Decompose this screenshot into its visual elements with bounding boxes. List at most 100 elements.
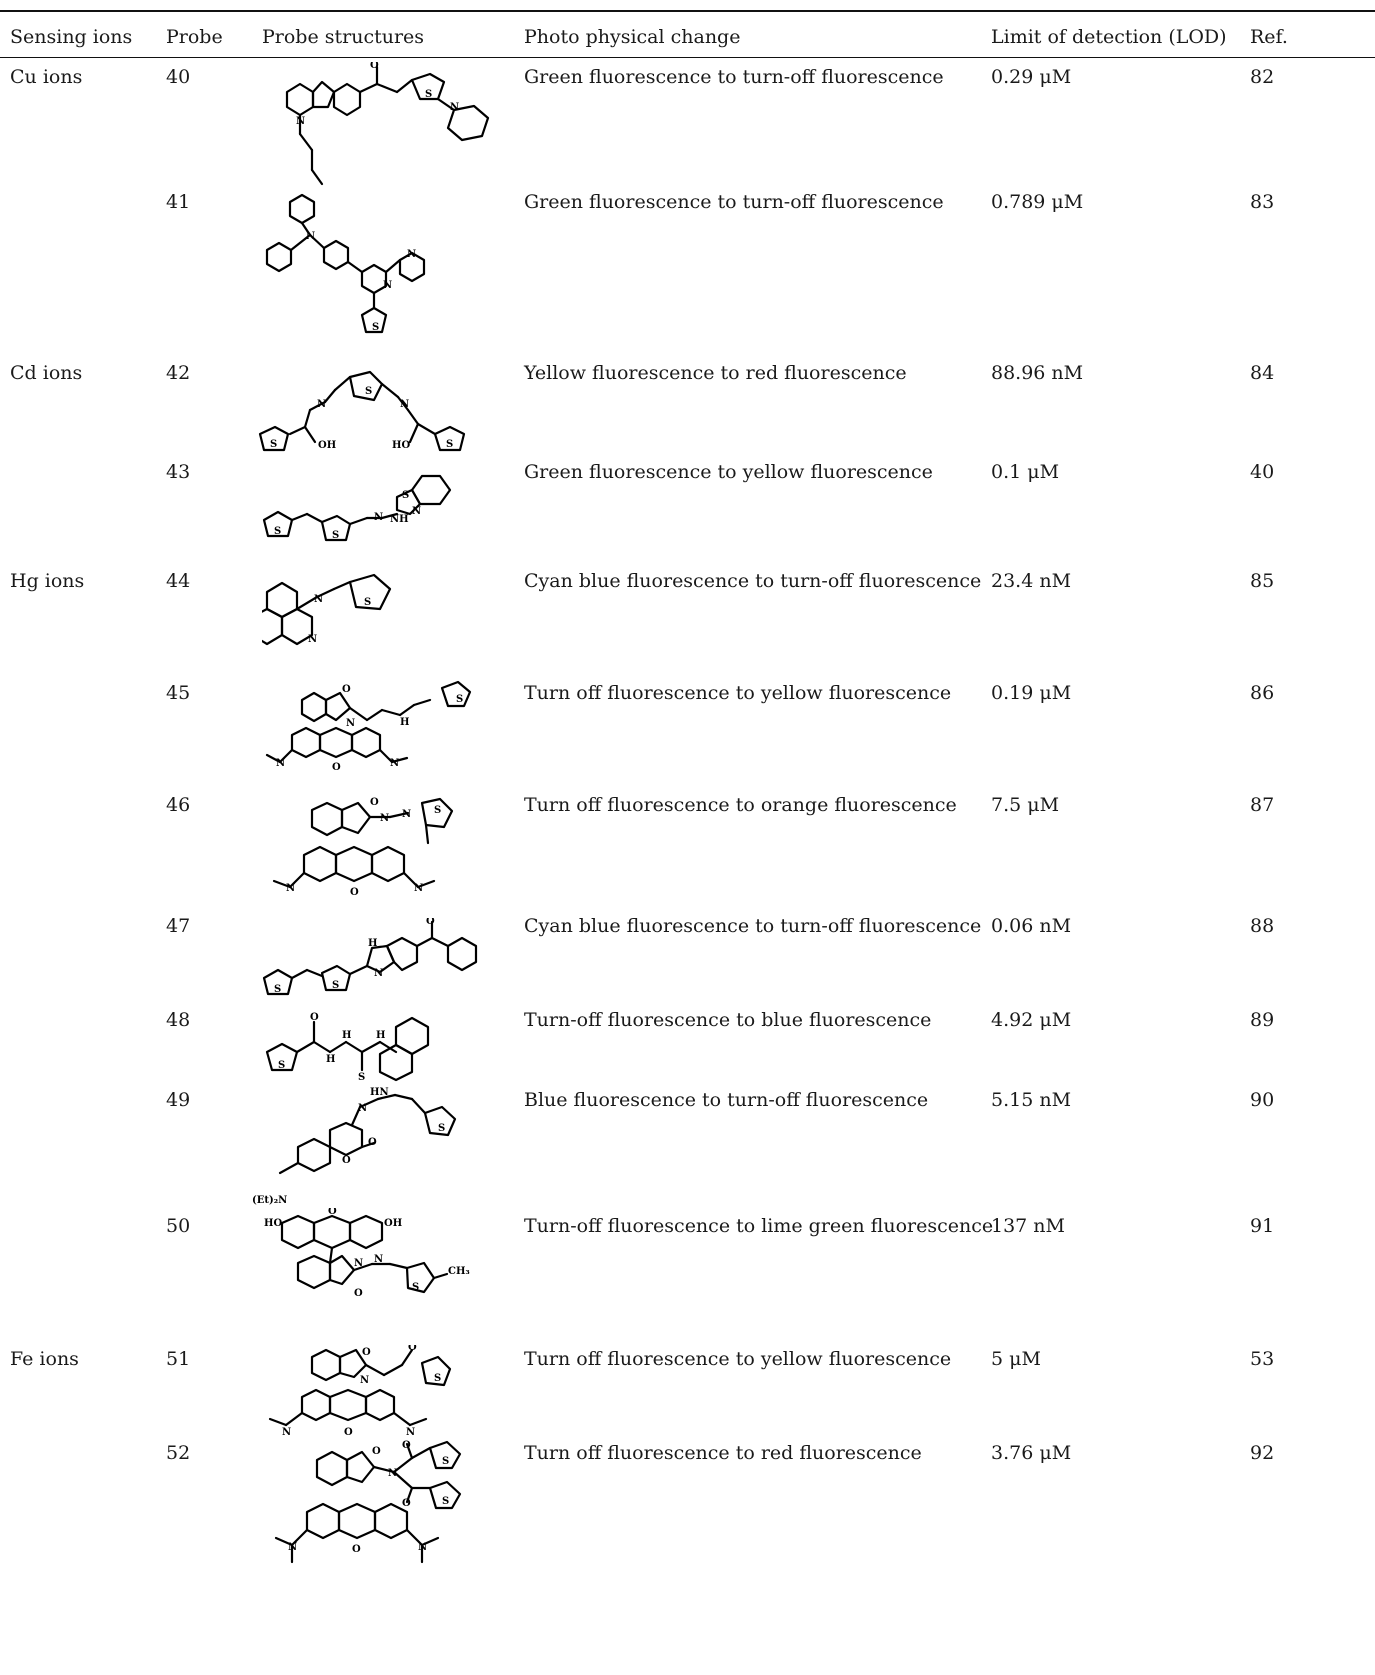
svg-text:H: H xyxy=(368,938,377,949)
svg-text:N: N xyxy=(406,1427,415,1438)
svg-text:N: N xyxy=(314,594,323,605)
row-40-ref: 82 xyxy=(1250,66,1275,88)
header-sensing-ions: Sensing ions xyxy=(10,26,133,48)
row-42-lod: 88.96 nM xyxy=(991,362,1084,384)
svg-text:H: H xyxy=(326,1054,335,1065)
svg-text:N: N xyxy=(276,758,285,769)
svg-text:N: N xyxy=(354,1258,363,1269)
row-41-lod: 0.789 μM xyxy=(991,191,1084,213)
svg-text:O: O xyxy=(352,1544,361,1555)
row-46-change: Turn off fluorescence to orange fluoresc… xyxy=(524,794,957,816)
svg-text:N: N xyxy=(286,883,295,894)
row-40-change: Green fluorescence to turn-off fluoresce… xyxy=(524,66,944,88)
svg-text:O: O xyxy=(402,1440,411,1451)
row-43-ref: 40 xyxy=(1250,461,1275,483)
svg-text:HO: HO xyxy=(392,440,410,451)
header-probe-structures: Probe structures xyxy=(262,26,425,48)
row-45-ref: 86 xyxy=(1250,682,1275,704)
row-41-ref: 83 xyxy=(1250,191,1275,213)
row-45-change: Turn off fluorescence to yellow fluoresc… xyxy=(524,682,952,704)
svg-text:N: N xyxy=(308,634,317,645)
svg-text:HN: HN xyxy=(370,1087,389,1098)
svg-text:O: O xyxy=(370,797,379,808)
svg-text:O: O xyxy=(368,1137,377,1148)
svg-text:S: S xyxy=(365,386,372,397)
row-49-change: Blue fluorescence to turn-off fluorescen… xyxy=(524,1089,929,1111)
header-ref: Ref. xyxy=(1250,26,1288,48)
svg-text:N: N xyxy=(360,1375,369,1386)
row-52-probe: 52 xyxy=(166,1442,191,1464)
svg-text:S: S xyxy=(372,322,379,333)
svg-text:S: S xyxy=(332,530,339,541)
structure-probe-42: S N N OH HO S S xyxy=(250,362,480,462)
svg-text:N: N xyxy=(388,1468,397,1479)
svg-text:S: S xyxy=(274,526,281,537)
row-42-ion: Cd ions xyxy=(10,362,83,384)
svg-text:S: S xyxy=(434,805,441,816)
row-49-lod: 5.15 nM xyxy=(991,1089,1072,1111)
svg-text:N: N xyxy=(380,813,389,824)
row-40-lod: 0.29 μM xyxy=(991,66,1072,88)
row-46-lod: 7.5 μM xyxy=(991,794,1060,816)
svg-text:O: O xyxy=(342,684,351,695)
svg-text:O: O xyxy=(344,1427,353,1438)
row-41-change: Green fluorescence to turn-off fluoresce… xyxy=(524,191,944,213)
row-50-lod: 137 nM xyxy=(991,1215,1065,1237)
structure-probe-51: O N O S O N N xyxy=(262,1345,482,1445)
svg-text:N: N xyxy=(418,1542,427,1553)
row-52-lod: 3.76 μM xyxy=(991,1442,1072,1464)
svg-text:N: N xyxy=(317,399,326,410)
row-43-change: Green fluorescence to yellow fluorescenc… xyxy=(524,461,933,483)
row-45-lod: 0.19 μM xyxy=(991,682,1072,704)
svg-text:O: O xyxy=(408,1345,417,1353)
svg-text:N: N xyxy=(288,1542,297,1553)
row-47-probe: 47 xyxy=(166,915,191,937)
row-40-probe: 40 xyxy=(166,66,191,88)
svg-text:O: O xyxy=(310,1012,319,1023)
row-50-ref: 91 xyxy=(1250,1215,1275,1237)
row-50-probe: 50 xyxy=(166,1215,191,1237)
row-51-lod: 5 μM xyxy=(991,1348,1041,1370)
row-51-change: Turn off fluorescence to yellow fluoresc… xyxy=(524,1348,952,1370)
row-48-lod: 4.92 μM xyxy=(991,1009,1072,1031)
svg-text:S: S xyxy=(438,1123,445,1134)
row-52-change: Turn off fluorescence to red fluorescenc… xyxy=(524,1442,922,1464)
row-44-change: Cyan blue fluorescence to turn-off fluor… xyxy=(524,570,982,592)
svg-text:S: S xyxy=(270,439,277,450)
table-header-rule xyxy=(0,57,1375,58)
svg-text:O: O xyxy=(328,1208,337,1217)
svg-text:O: O xyxy=(370,62,379,71)
table-top-rule xyxy=(0,10,1375,12)
svg-text:S: S xyxy=(412,1282,419,1293)
svg-text:O: O xyxy=(354,1288,363,1299)
svg-text:S: S xyxy=(332,980,339,991)
svg-text:N: N xyxy=(402,809,411,820)
svg-text:N: N xyxy=(296,116,305,127)
row-44-lod: 23.4 nM xyxy=(991,570,1072,592)
svg-text:N: N xyxy=(383,280,392,291)
svg-text:S: S xyxy=(278,1060,285,1071)
structure-probe-47: S S H N O xyxy=(262,918,492,1008)
row-48-ref: 89 xyxy=(1250,1009,1275,1031)
svg-text:O: O xyxy=(350,887,359,898)
structure-50-label-ho: HO xyxy=(264,1218,282,1229)
svg-text:S: S xyxy=(446,439,453,450)
row-48-change: Turn-off fluorescence to blue fluorescen… xyxy=(524,1009,932,1031)
header-photo-physical-change: Photo physical change xyxy=(524,26,741,48)
row-44-ion: Hg ions xyxy=(10,570,85,592)
structure-49-label: (Et)₂N xyxy=(252,1195,287,1205)
svg-text:N: N xyxy=(282,1427,291,1438)
svg-text:O: O xyxy=(342,1155,351,1166)
row-48-probe: 48 xyxy=(166,1009,191,1031)
row-43-probe: 43 xyxy=(166,461,191,483)
svg-text:S: S xyxy=(442,1456,449,1467)
svg-text:S: S xyxy=(434,1373,441,1384)
svg-text:OH: OH xyxy=(318,440,336,451)
row-44-probe: 44 xyxy=(166,570,191,592)
structure-50-label-oh: OH xyxy=(384,1218,402,1229)
svg-text:N: N xyxy=(346,718,355,729)
svg-text:N: N xyxy=(414,883,423,894)
svg-text:N: N xyxy=(374,512,383,523)
